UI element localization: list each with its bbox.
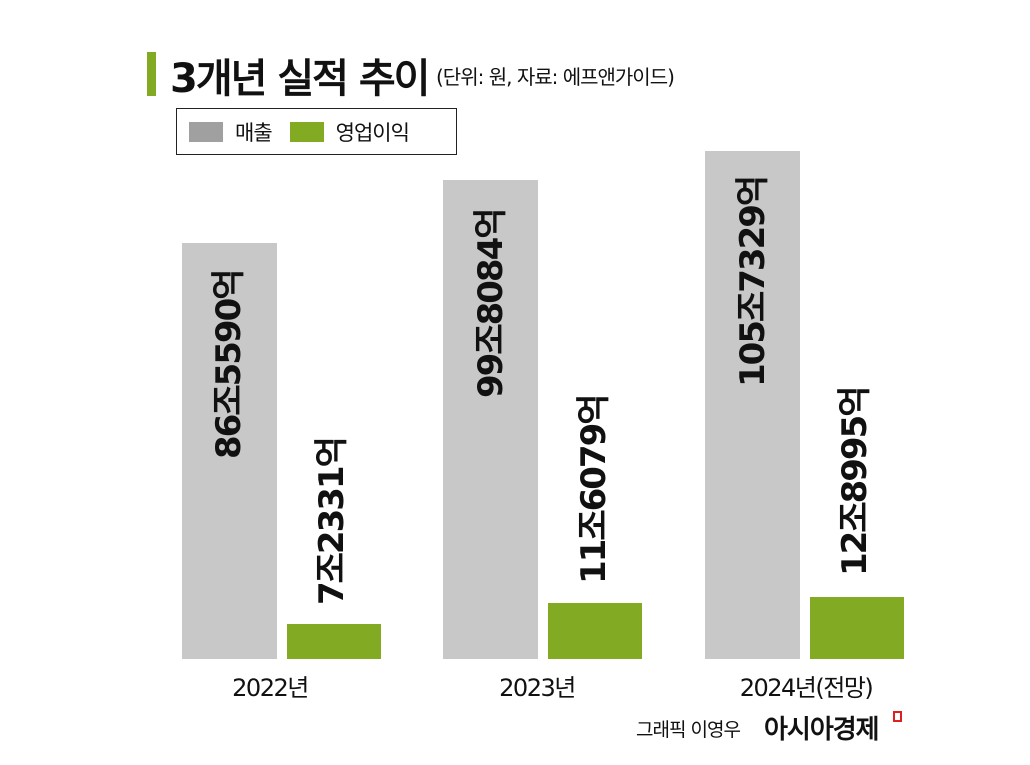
bar-label-revenue-2024: 105조7329억 — [733, 176, 773, 387]
legend-swatch-profit — [289, 121, 324, 142]
bar-label-profit-2023: 11조6079억 — [574, 395, 614, 584]
legend: 매출 영업이익 — [176, 108, 457, 155]
title-accent-bar — [147, 52, 156, 96]
bar-label-profit-2024: 12조8995억 — [835, 387, 875, 576]
bar-label-revenue-2022: 86조5590억 — [209, 270, 249, 459]
bar-profit-2024 — [810, 597, 904, 659]
legend-label-profit: 영업이익 — [335, 120, 410, 145]
brand-mark-icon — [893, 711, 902, 722]
x-label-2023: 2023년 — [499, 674, 576, 702]
chart-title: 3개년 실적 추이 — [170, 56, 430, 102]
legend-label-revenue: 매출 — [235, 120, 273, 145]
bar-profit-2023 — [548, 603, 642, 659]
bar-label-revenue-2023: 99조8084억 — [471, 209, 511, 398]
x-label-2024: 2024년(전망) — [739, 674, 874, 702]
bar-label-profit-2022: 7조2331억 — [312, 438, 352, 605]
bar-revenue-2022 — [182, 243, 277, 659]
x-label-2022: 2022년 — [232, 674, 309, 702]
graphic-credit: 그래픽 이영우 — [636, 719, 741, 741]
bar-revenue-2023 — [443, 180, 538, 659]
bar-profit-2022 — [287, 624, 381, 659]
chart-subtitle: (단위: 원, 자료: 에프앤가이드) — [436, 65, 675, 89]
legend-swatch-revenue — [189, 121, 223, 142]
brand-logo-text: 아시아경제 — [764, 715, 880, 745]
bar-revenue-2024 — [705, 151, 800, 659]
